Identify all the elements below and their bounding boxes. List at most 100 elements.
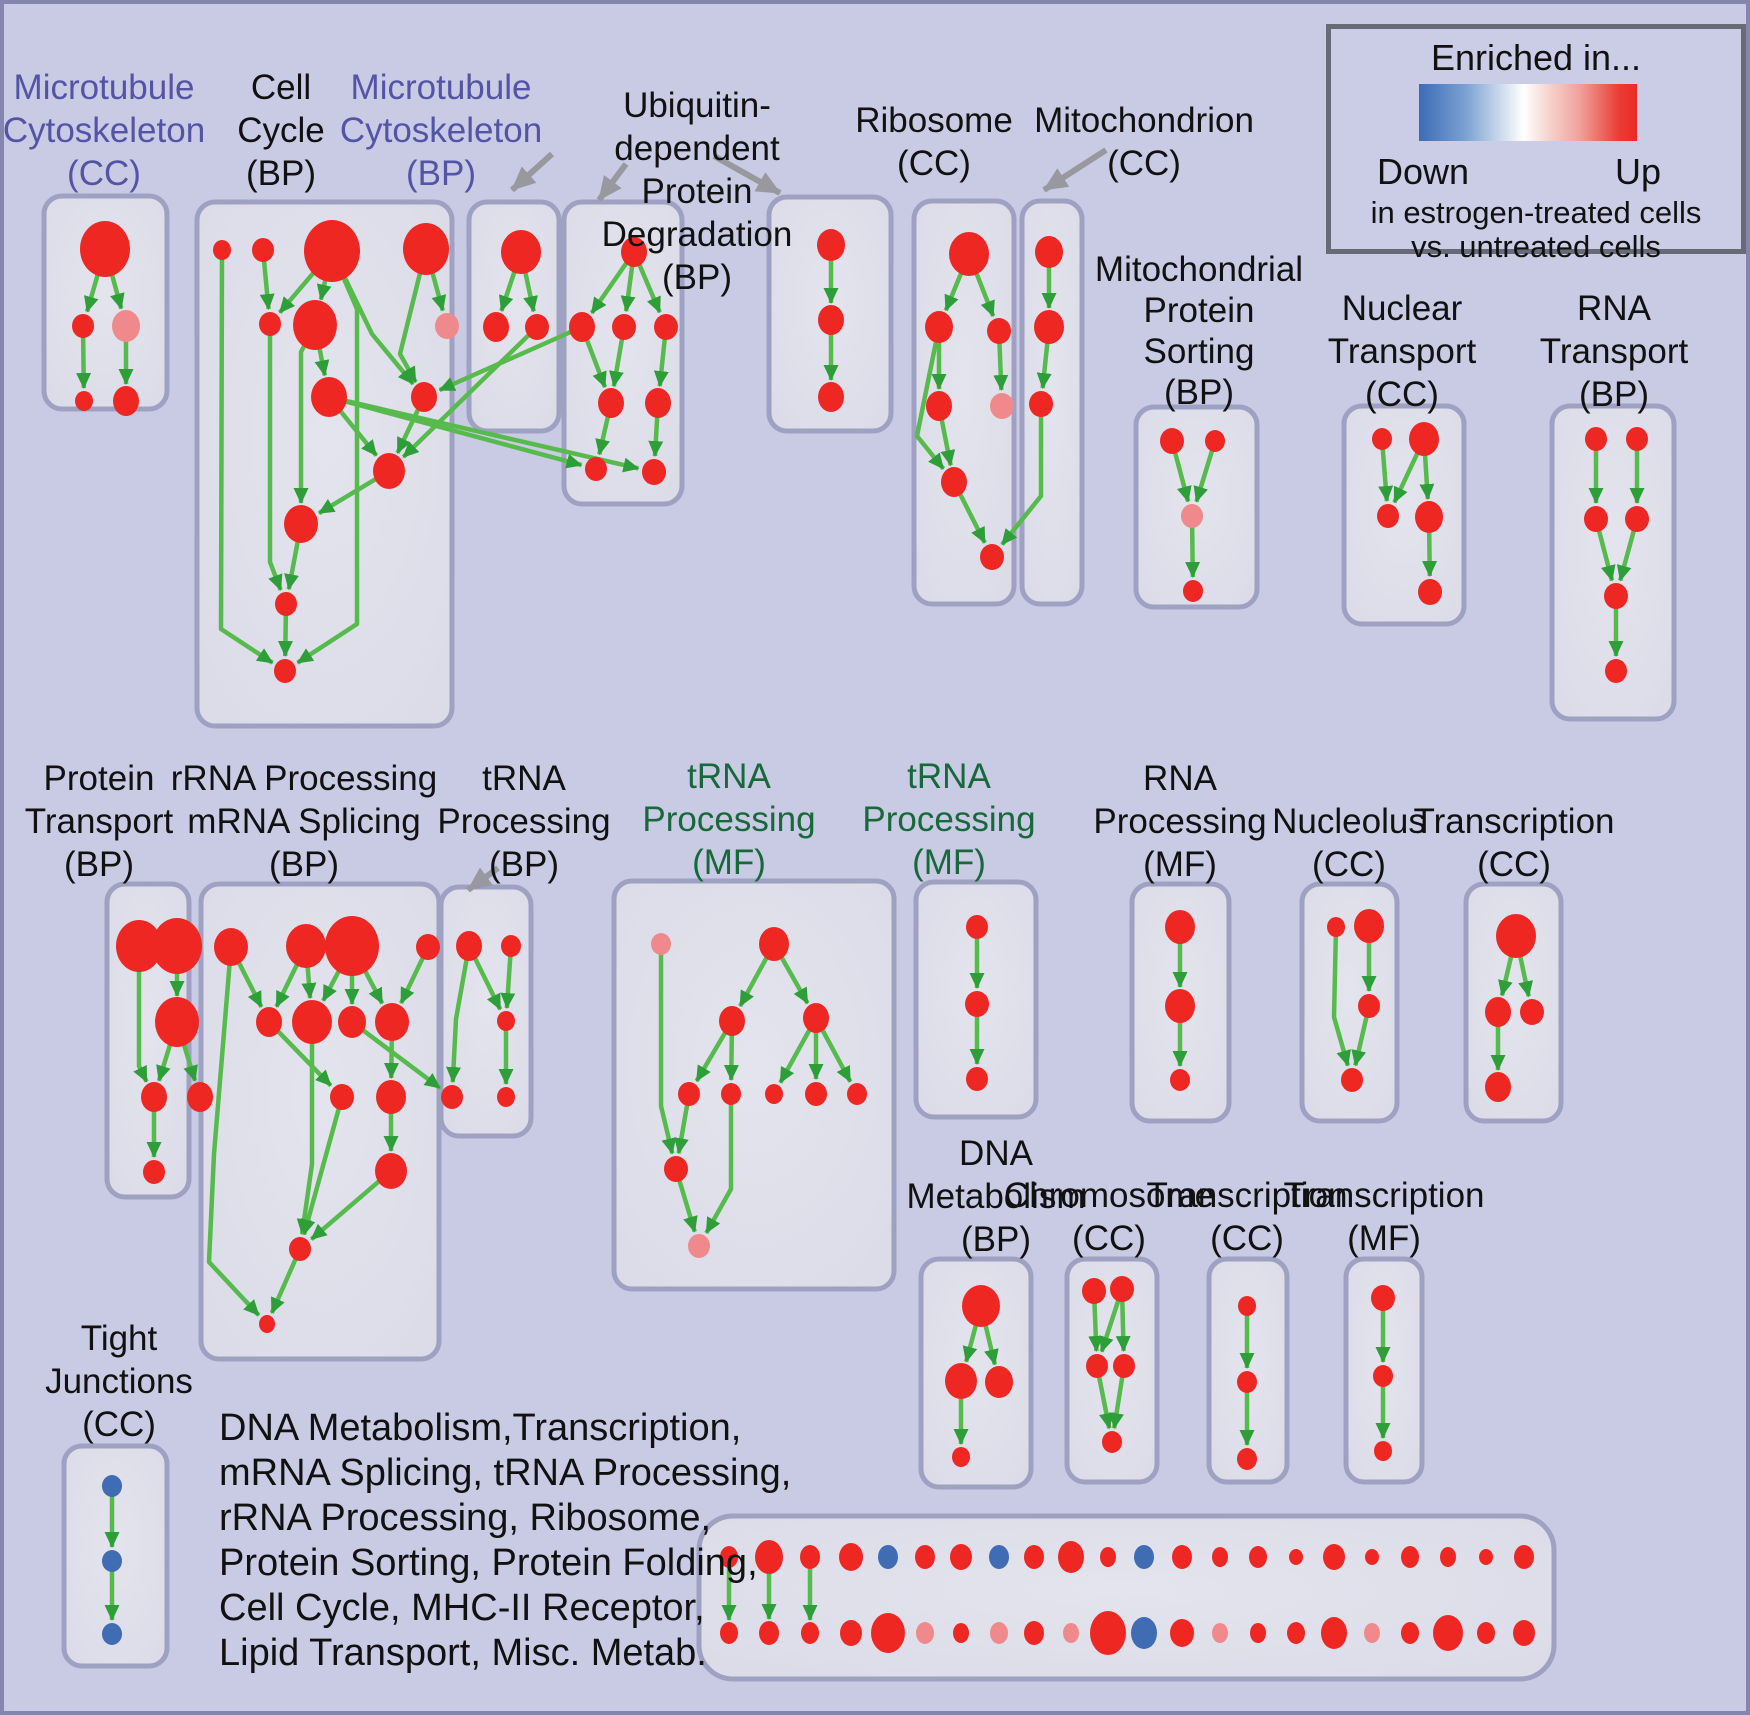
graph-node [847, 1083, 867, 1105]
graph-edge [328, 394, 640, 473]
graph-node [953, 1623, 969, 1643]
cluster-list-caption: DNA Metabolism,Transcription, mRNA Splic… [219, 1407, 792, 1674]
graph-node [187, 1082, 213, 1112]
transcription-cc-b-box [1206, 1256, 1290, 1485]
graph-edge [133, 946, 149, 1083]
graph-node [871, 1613, 905, 1653]
graph-node [102, 1475, 122, 1497]
label-pointer-arrow [509, 151, 555, 193]
graph-node [759, 927, 789, 961]
graph-node [497, 1087, 515, 1107]
graph-edge [267, 324, 283, 591]
graph-node [585, 457, 607, 481]
graph-node [801, 1622, 819, 1644]
rna-transport-box [1549, 403, 1677, 722]
graph-node [765, 1084, 783, 1104]
graph-node [75, 391, 93, 411]
graph-node [878, 1545, 898, 1569]
graph-node [1365, 1549, 1379, 1565]
graph-node [805, 1082, 827, 1106]
graph-node [1287, 1622, 1305, 1644]
graph-node [1485, 1072, 1511, 1102]
graph-node [152, 918, 202, 974]
graph-node [1514, 1545, 1534, 1569]
graph-node [112, 310, 140, 342]
graph-edge [1331, 926, 1351, 1067]
graph-node [256, 1007, 282, 1037]
graph-node [1374, 1441, 1392, 1461]
graph-node [304, 220, 360, 282]
graph-node [664, 1156, 688, 1182]
graph-edge [1000, 404, 1044, 546]
graph-node [1181, 504, 1203, 528]
graph-node [1212, 1547, 1228, 1567]
graph-node [721, 1083, 741, 1105]
graph-node [989, 1545, 1009, 1569]
graph-node [1034, 310, 1064, 344]
graph-node [375, 1153, 407, 1189]
legend-gradient-bar [1419, 84, 1637, 141]
graph-node [293, 300, 337, 350]
legend-subtitle-line2: vs. untreated cells [1411, 229, 1661, 264]
graph-node [1249, 1546, 1267, 1568]
graph-node [980, 544, 1004, 570]
graph-node [1371, 1285, 1395, 1311]
label-pointer-arrow [712, 153, 782, 196]
misc-grid-box [696, 1513, 1557, 1682]
graph-node [839, 1543, 863, 1571]
label-pointer-arrow [466, 865, 500, 893]
graph-node [289, 1237, 311, 1261]
graph-node [803, 1003, 829, 1033]
graph-node [987, 318, 1011, 344]
graph-node [1625, 506, 1649, 532]
graph-node [259, 312, 281, 336]
graph-node [612, 314, 636, 340]
transcription-cc-a-box [1463, 881, 1564, 1124]
graph-node [1354, 909, 1384, 943]
cell-cycle-box [194, 199, 455, 729]
graph-node [1237, 1448, 1257, 1470]
graph-edge [296, 1022, 315, 1236]
graph-node [1160, 428, 1184, 454]
graph-node [1377, 504, 1399, 528]
graph-node [338, 1006, 366, 1038]
graph-node [817, 229, 845, 261]
graph-node [688, 1234, 710, 1258]
graph-node [456, 931, 482, 961]
graph-node [286, 924, 326, 968]
graph-node [501, 230, 541, 274]
graph-node [1090, 1611, 1126, 1655]
label-pointer-arrow [1042, 147, 1108, 193]
graph-node [1401, 1622, 1419, 1644]
nuclear-transport-box [1341, 403, 1467, 627]
legend-title: Enriched in... [1430, 37, 1642, 78]
graph-node [441, 1085, 463, 1109]
graph-node [926, 391, 952, 421]
graph-edge [438, 324, 583, 393]
graph-node [598, 388, 624, 418]
graph-node [965, 991, 989, 1017]
graph-node [1165, 910, 1195, 944]
graph-edge [446, 945, 472, 1084]
graph-edge [267, 1020, 333, 1088]
graph-node [1341, 1068, 1363, 1092]
graph-node [1479, 1549, 1493, 1565]
graph-node [1485, 997, 1511, 1027]
graph-node [1250, 1623, 1266, 1643]
legend-up-label: Up [1615, 151, 1662, 192]
graph-edge [401, 325, 539, 459]
graph-node [1584, 506, 1608, 532]
graph-node [1205, 430, 1225, 452]
graph-node [1100, 1547, 1116, 1567]
graph-node [941, 467, 967, 497]
graph-node [525, 314, 549, 340]
graph-node [966, 915, 988, 939]
graph-node [1063, 1623, 1079, 1643]
graph-node [1024, 1621, 1044, 1645]
graph-edge [206, 946, 261, 1317]
graph-node [80, 221, 130, 277]
legend-down-label: Down [1377, 151, 1470, 192]
graph-edge [350, 1020, 442, 1090]
graph-node [375, 1003, 409, 1041]
